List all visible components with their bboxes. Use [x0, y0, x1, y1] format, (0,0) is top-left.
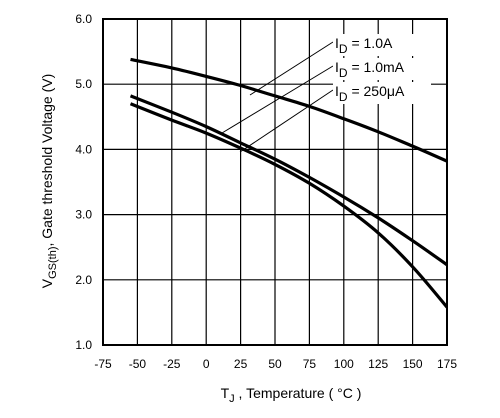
y-axis-title-sub: GS(th): [47, 247, 59, 279]
legend-label-rest: = 1.0mA: [348, 59, 405, 75]
x-axis-title-rest: , Temperature ( °C ): [235, 385, 362, 401]
x-tick-label: 50: [268, 357, 282, 371]
legend-label-main: I: [335, 59, 339, 75]
legend-label-rest: = 1.0A: [348, 35, 393, 51]
y-tick-label: 4.0: [75, 142, 92, 156]
x-axis-title-sub: J: [229, 393, 235, 405]
x-tick-label: 150: [403, 357, 423, 371]
y-axis-title-rest: , Gate threshold Voltage (V): [39, 74, 55, 247]
x-tick-label: 0: [203, 357, 210, 371]
y-tick-label: 3.0: [75, 208, 92, 222]
y-axis-title: VGS(th), Gate threshold Voltage (V): [39, 74, 59, 289]
y-tick-label: 5.0: [75, 77, 92, 91]
x-tick-label: 125: [368, 357, 388, 371]
series-line-1: [130, 57, 447, 163]
y-tick-label: 1.0: [75, 338, 92, 352]
leader-line: [249, 41, 334, 96]
x-tick-label: -25: [163, 357, 181, 371]
x-tick-label: 25: [234, 357, 248, 371]
y-tick-label: 2.0: [75, 273, 92, 287]
series-line-2: [129, 94, 447, 267]
plot-frame: [102, 18, 448, 346]
legend-label-bg: [333, 34, 431, 56]
x-tick-label: -75: [94, 357, 112, 371]
x-tick-label: -50: [129, 357, 147, 371]
x-axis-title-main: T: [221, 385, 230, 401]
legend-label-rest: = 250μA: [348, 83, 405, 99]
y-axis-title-main: V: [39, 278, 55, 288]
legend-label: ID = 250μA: [335, 83, 405, 104]
legend-label-sub: D: [339, 90, 348, 104]
leader-line: [239, 89, 334, 153]
legend-label-main: I: [335, 35, 339, 51]
series-line-3: [129, 102, 447, 309]
leader-line: [221, 65, 334, 134]
legend-label-bg: [333, 58, 431, 80]
legend-label-bg: [333, 82, 431, 104]
x-tick-label: 175: [437, 357, 457, 371]
legend-label-sub: D: [339, 66, 348, 80]
y-tick-label: 6.0: [75, 12, 92, 26]
x-tick-label: 75: [303, 357, 317, 371]
legend-label-sub: D: [339, 42, 348, 56]
y-tick-labels: 6.0 5.0 4.0 3.0 2.0 1.0: [75, 12, 92, 352]
x-axis-title: TJ , Temperature ( °C ): [221, 385, 362, 405]
legend-label: ID = 1.0A: [335, 35, 393, 56]
legend-label-main: I: [335, 83, 339, 99]
legend-label: ID = 1.0mA: [335, 59, 405, 80]
curves: [129, 57, 447, 309]
x-tick-labels: -75 -50 -25 0 25 50 75 100 125 150 175: [94, 357, 457, 371]
x-tick-label: 100: [334, 357, 354, 371]
